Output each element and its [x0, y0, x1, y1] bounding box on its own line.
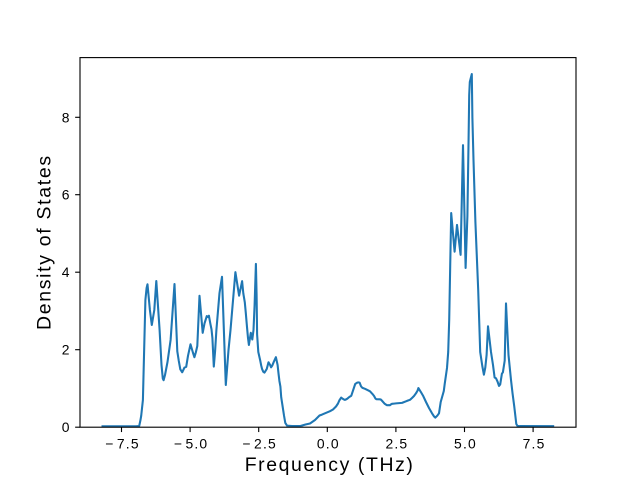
svg-text:8: 8	[62, 109, 70, 125]
svg-text:0: 0	[62, 419, 70, 435]
svg-text:Frequency (THz): Frequency (THz)	[245, 454, 415, 476]
svg-text:2: 2	[62, 342, 70, 358]
svg-text:Density of States: Density of States	[33, 154, 55, 330]
svg-text:−7.5: −7.5	[105, 435, 140, 451]
svg-text:2.5: 2.5	[385, 435, 408, 451]
svg-text:−2.5: −2.5	[242, 435, 277, 451]
svg-text:5.0: 5.0	[454, 435, 477, 451]
svg-text:0.0: 0.0	[317, 435, 340, 451]
svg-text:7.5: 7.5	[523, 435, 546, 451]
svg-text:6: 6	[62, 187, 70, 203]
svg-text:4: 4	[62, 264, 70, 280]
svg-text:−5.0: −5.0	[174, 435, 209, 451]
